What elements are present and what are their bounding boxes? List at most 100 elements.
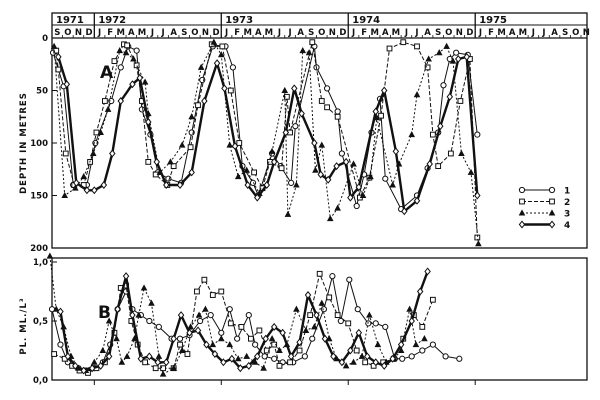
panel-b-series-3-point	[374, 340, 382, 348]
panel-b-series-4-point	[408, 317, 415, 325]
panel-a-series-3-point	[210, 38, 218, 45]
panel-b-series-3-point	[159, 370, 167, 377]
panel-b-series-4-point	[64, 352, 72, 361]
panel-a-series-4-point	[129, 80, 136, 89]
month-label: F	[361, 28, 367, 38]
panel-a-series-4-point	[188, 168, 195, 177]
panel-b-series-1-point	[261, 353, 268, 360]
panel-a-series-2-point	[124, 42, 131, 49]
panel-b-series-4-point	[397, 340, 405, 349]
panel-b-series-1-point	[155, 323, 162, 330]
y-tick-label: 0,5	[33, 317, 48, 327]
month-label: N	[329, 28, 336, 38]
panel-b-series-4-point	[186, 328, 193, 337]
panel-b-series-3-point	[135, 311, 143, 318]
month-label: N	[75, 28, 82, 38]
month-label: J	[541, 28, 545, 38]
panel-b-series-1-point	[320, 306, 328, 313]
panel-a-series-2-point	[278, 165, 285, 172]
panel-b-series-3-point	[170, 364, 177, 371]
month-label: J	[287, 28, 291, 38]
y-tick-label: 50	[36, 87, 48, 97]
panel-a-series-4-point	[446, 92, 454, 101]
panel-b-series-3-point	[243, 352, 250, 359]
month-label: J	[531, 28, 535, 38]
panel-b-series-3-point	[311, 323, 318, 330]
panel-a-series-1-point	[138, 106, 146, 113]
panel-a-series-4-point	[317, 170, 324, 179]
panel-b-series-1-point	[429, 341, 436, 348]
panel-a-series-3-point	[350, 160, 357, 167]
panel-b-series-1-point	[354, 306, 361, 313]
month-label: J	[97, 28, 101, 38]
panel-a-series-1-point	[229, 64, 237, 71]
year-label: 1972	[98, 15, 126, 26]
panel-a-series-1-point	[338, 150, 345, 157]
panel-b-series-4-point	[220, 358, 227, 367]
panel-a-series-1-point	[292, 123, 299, 130]
panel-b-series-2-point	[184, 351, 191, 357]
panel-a-series-3-point	[425, 55, 432, 62]
panel-b-series-4-point	[80, 366, 87, 375]
panel-a-series-3-point	[130, 55, 137, 62]
legend-label: 4	[564, 221, 570, 231]
panel-b-series-4-point	[416, 287, 424, 296]
month-label: M	[117, 28, 125, 38]
panel-a-series-4-point	[333, 162, 340, 171]
panel-a-series-3-point	[50, 42, 58, 49]
panel-b-series-4-point	[364, 352, 371, 361]
panel-a-series-4-point	[355, 183, 363, 192]
panel-b-series-4-point	[97, 361, 104, 370]
panel-b-series-2-point	[218, 288, 225, 295]
month-label: O	[191, 28, 198, 38]
panel-b-label: B	[98, 303, 111, 323]
panel-b-series-3-point	[226, 340, 234, 348]
panel-a-frame	[51, 12, 588, 249]
panel-a-series-3-point	[305, 49, 313, 56]
panel-a-series-4-point	[63, 80, 71, 89]
panel-b-series-3-point	[148, 299, 155, 306]
panel-a-series-3-point	[122, 49, 130, 56]
panel-b-series-4-point	[114, 305, 121, 314]
panel-b-series-3-point	[99, 346, 107, 353]
panel-b-series-2-point	[248, 335, 254, 342]
panel-b-series-3-point	[123, 352, 131, 359]
panel-b-series-4-point	[338, 358, 346, 367]
month-label: A	[128, 28, 135, 38]
panel-a-series-4-point	[244, 181, 251, 189]
month-label: O	[445, 28, 452, 38]
year-label: 1971	[56, 15, 84, 26]
month-label: M	[265, 28, 273, 38]
panel-b-series-3-point	[358, 352, 366, 359]
panel-b-series-1-point	[372, 320, 379, 327]
panel-b-series-1-point	[408, 353, 415, 360]
panel-a-series-3-point	[80, 172, 88, 180]
panel-b-series-3-point	[155, 352, 163, 359]
panel-a-series-4-point	[298, 109, 305, 118]
panel-b-series-3-point	[412, 340, 420, 348]
panel-b-series-4-point	[154, 358, 162, 367]
panel-a-y-axis-title: DEPTH IN METRES	[19, 92, 29, 194]
panel-b-series-1-point	[146, 317, 153, 325]
panel-b-series-3-point	[260, 364, 267, 371]
month-label: A	[551, 28, 558, 38]
panel-b-series-2-point	[201, 276, 208, 283]
month-label: J	[161, 28, 165, 38]
panel-b-series-3-point	[187, 323, 194, 330]
panel-b-frame	[51, 257, 588, 381]
panel-a-series-3-point	[89, 149, 97, 156]
month-label: S	[181, 28, 187, 38]
panel-a-series-2-point	[334, 113, 341, 120]
month-label: M	[370, 28, 378, 38]
month-label: M	[519, 28, 527, 38]
panel-a-series-4-point	[100, 181, 108, 189]
panel-b-series-2-point	[152, 365, 159, 372]
panel-a-series-2-point	[251, 169, 257, 176]
panel-b-series-4-point	[279, 328, 286, 337]
panel-b-series-4-point	[211, 350, 219, 359]
panel-b-series-4-point	[163, 358, 170, 367]
panel-b-series-2-point	[429, 296, 436, 303]
panel-a-series-2-point	[447, 150, 454, 157]
panel-b-series-1-point	[245, 312, 252, 319]
panel-a-series-3-point	[234, 172, 242, 180]
